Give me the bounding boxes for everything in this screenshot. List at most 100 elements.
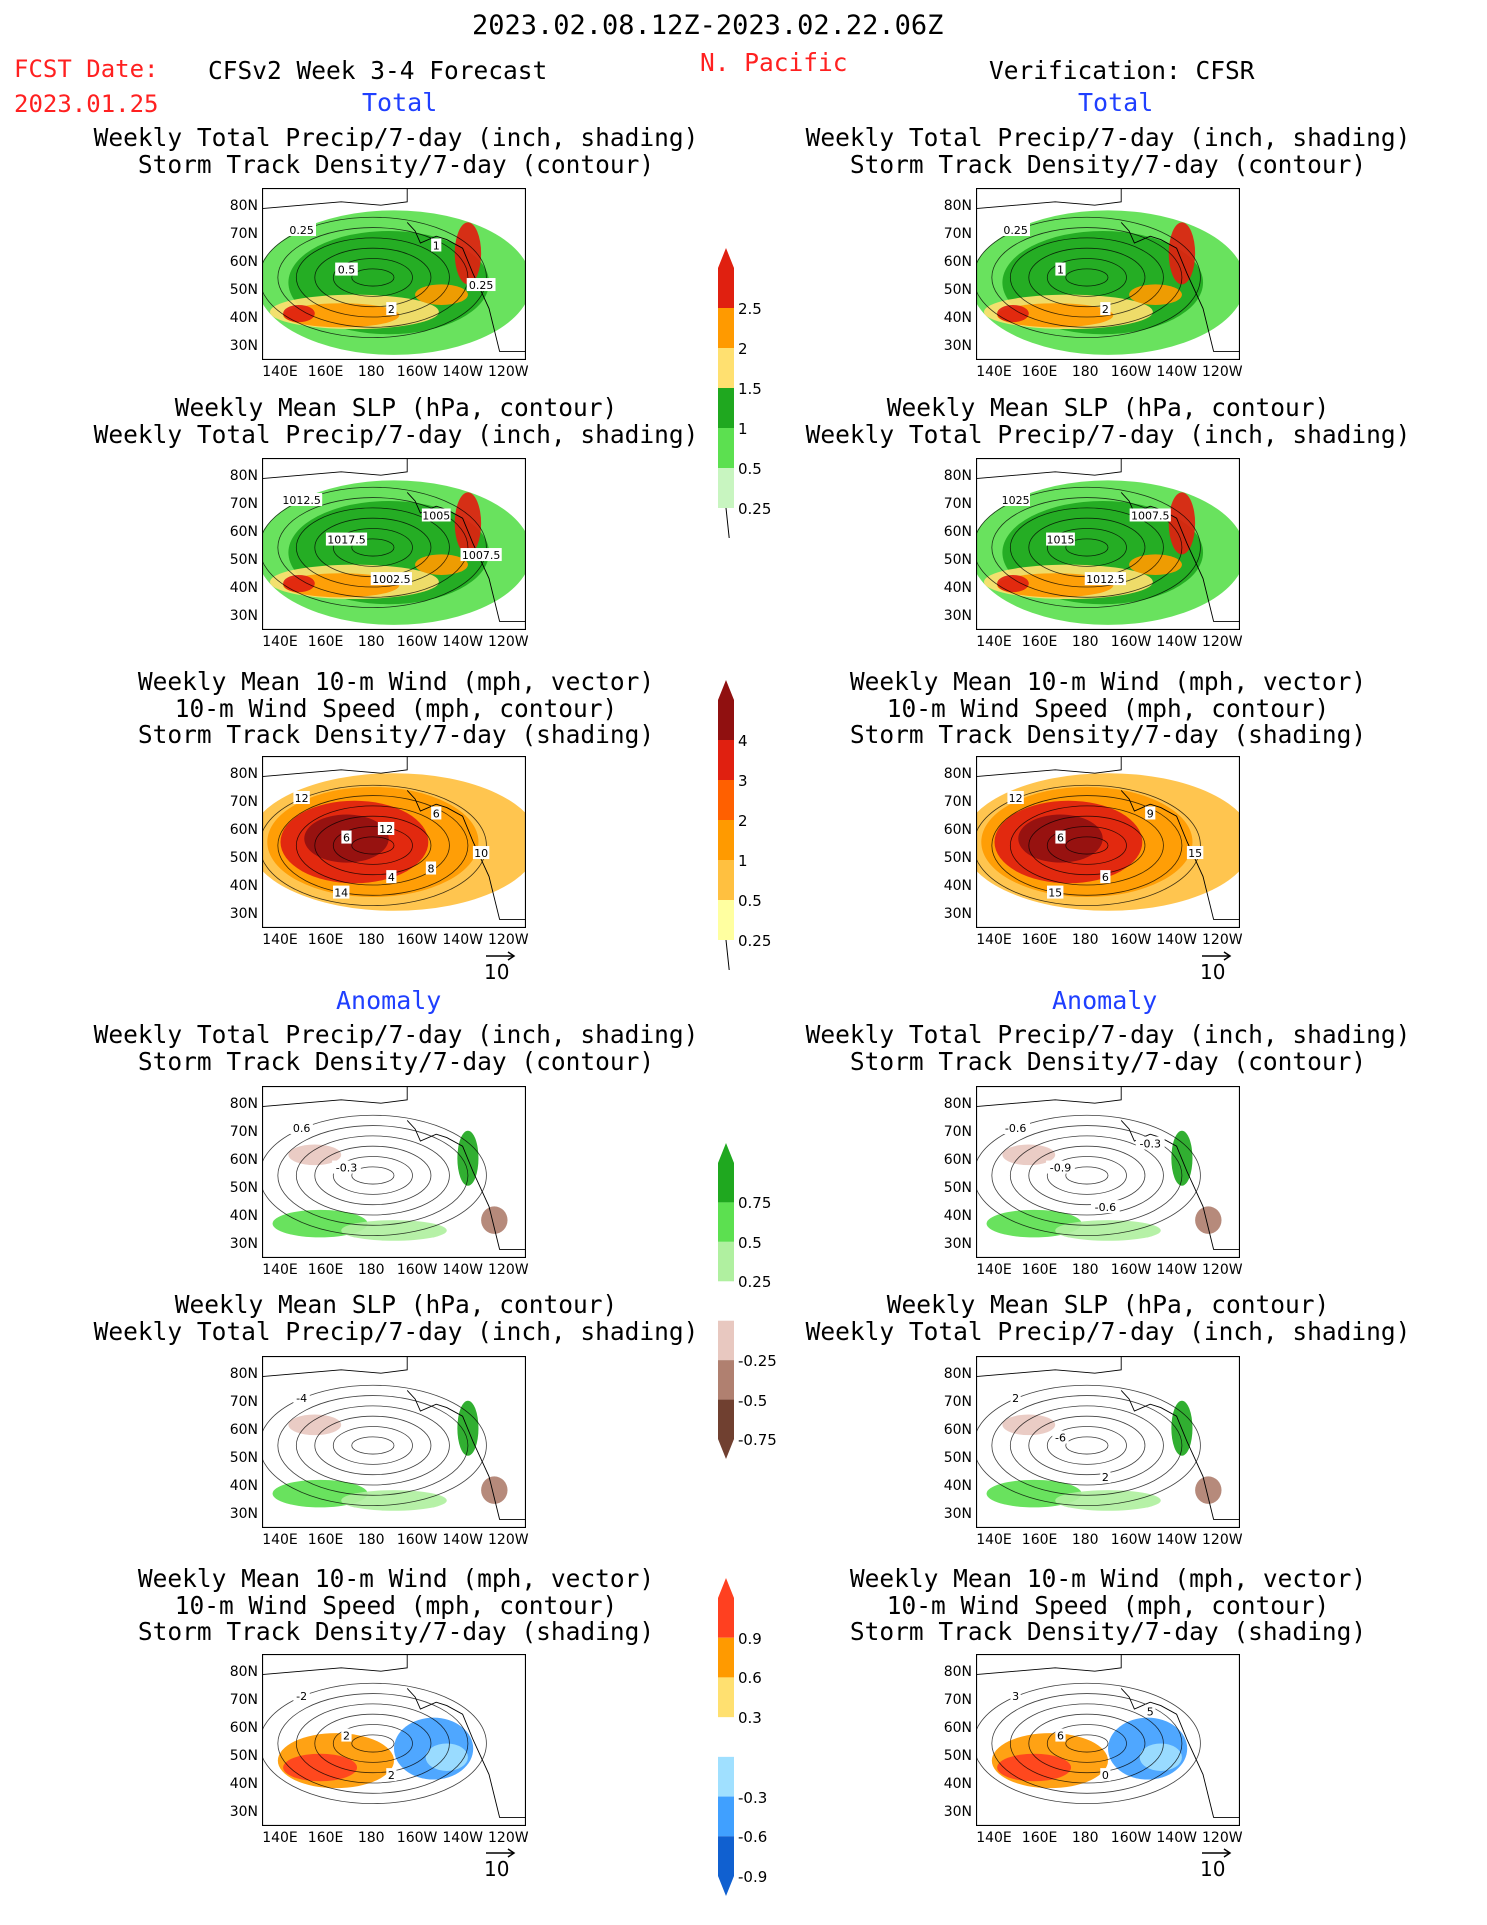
region-label: N. Pacific [700,48,848,77]
svg-text:1: 1 [1057,264,1064,277]
contour-line [1009,1703,1164,1784]
contour-label: 2 [1010,1391,1021,1405]
contour-line [976,486,1201,609]
svg-text:1017.5: 1017.5 [327,534,366,547]
colorbar-tick-label: -0.3 [738,1788,768,1807]
svg-text:2: 2 [1012,1392,1019,1405]
colorbar-swatch [718,1637,734,1678]
contour-label: 1015 [1046,532,1075,547]
coastline [1120,1356,1240,1520]
svg-text:9: 9 [1147,807,1154,820]
colorbar-tick-label: 3 [738,772,748,790]
y-tick-label: 30N [229,1804,258,1820]
x-tick-label: 120W [1202,932,1243,948]
colorbar-tick-label: 0.6 [738,1669,762,1688]
svg-text:1005: 1005 [422,509,450,522]
contour-label: 0.25 [287,223,316,237]
y-tick-label: 40N [229,580,258,596]
colorbar-swatch [718,268,734,308]
map-plot: 2 -6 2 [976,1356,1240,1528]
y-tick-label: 30N [229,1236,258,1252]
svg-text:-2: -2 [296,1690,307,1703]
colorbar-tick-label: 0.25 [738,1273,772,1292]
contour-label: 12 [1007,791,1024,805]
x-tick-label: 140W [1156,634,1197,650]
x-tick-label: 140W [442,932,483,948]
y-tick-label: 30N [943,906,972,922]
contour-line [277,1693,469,1794]
x-tick-label: 160E [1021,1532,1058,1548]
map-frame [976,1086,1240,1258]
y-tick-label: 40N [943,1776,972,1792]
shading-area [1055,1220,1161,1241]
shading-area [1168,492,1196,555]
svg-text:-0.9: -0.9 [1050,1162,1071,1175]
contour-line [1028,1145,1146,1206]
x-tick-label: 140E [976,634,1012,650]
contour-line [976,784,1201,907]
panel-title-line: Storm Track Density/7-day (contour) [137,149,655,179]
contour-label: 6 [1100,870,1111,884]
contour-label: 1017.5 [325,532,368,547]
svg-text:-0.3: -0.3 [336,1162,357,1175]
contour-line [1046,826,1127,865]
x-tick-label: 180 [1071,1262,1099,1278]
panel-title-line: Weekly Mean SLP (hPa, contour) [174,1290,618,1319]
shading-area [997,304,1029,323]
shading-area [1129,554,1182,575]
coastline [976,188,1122,210]
contour-line [351,538,395,557]
y-tick-label: 60N [943,1152,972,1168]
coastline [262,756,408,778]
shading-area [425,1743,468,1771]
shading-area [1055,1490,1161,1511]
coastline [406,1086,526,1250]
y-tick-label: 80N [943,1096,972,1112]
colorbar-swatch [718,900,734,940]
contour-line [295,805,450,886]
x-tick-label: 120W [1202,1830,1243,1846]
contour-line [991,497,1183,598]
x-tick-label: 120W [1202,1532,1243,1548]
x-tick-label: 160W [1110,1532,1152,1548]
panel-title-line: Weekly Mean SLP (hPa, contour) [886,1290,1330,1319]
y-tick-label: 80N [229,1366,258,1382]
section-anomaly-left: Anomaly [336,986,442,1015]
svg-text:6: 6 [433,807,440,820]
y-tick-label: 60N [229,822,258,838]
panel-title-line: 10-m Wind Speed (mph, contour) [886,1590,1330,1620]
colorbar-tick-label: 0.75 [738,1194,772,1213]
contour-label: 9 [1145,806,1156,820]
x-tick-label: 140E [262,634,298,650]
contour-line [277,1395,469,1496]
x-tick-label: 160E [307,364,344,380]
y-tick-label: 30N [229,608,258,624]
panel-title-line: Weekly Total Precip/7-day (inch, shading… [93,1020,699,1049]
panel-title-line: Weekly Mean SLP (hPa, contour) [174,393,618,422]
x-tick-label: 120W [488,932,529,948]
coastline [1120,1086,1240,1250]
x-tick-label: 160E [307,634,344,650]
contour-label: 2 [341,1728,352,1743]
x-tick-label: 180 [1071,1830,1099,1846]
svg-text:3: 3 [1012,1690,1019,1703]
y-tick-label: 30N [229,906,258,922]
y-tick-label: 70N [943,226,972,242]
vector-ref-arrow [486,951,516,961]
coastline [262,188,408,210]
contour-line [1009,1135,1164,1216]
coastline [406,756,526,920]
colorbar-tick-label: 0.25 [738,932,772,950]
svg-text:6: 6 [1102,871,1109,884]
y-tick-label: 60N [943,822,972,838]
x-tick-label: 140W [1156,1830,1197,1846]
x-tick-label: 180 [357,932,385,948]
y-tick-label: 30N [943,1236,972,1252]
panel-title-line: Weekly Mean 10-m Wind (mph, vector) [849,1564,1367,1593]
map-plot: 12 6 4 6 10 14 12 8 [262,756,526,928]
contour-label: 6 [431,806,442,820]
contour-line [991,1693,1183,1794]
colorbar-tick-label: -0.5 [738,1391,768,1410]
contour-line [351,1734,395,1753]
x-tick-label: 160W [1110,364,1152,380]
